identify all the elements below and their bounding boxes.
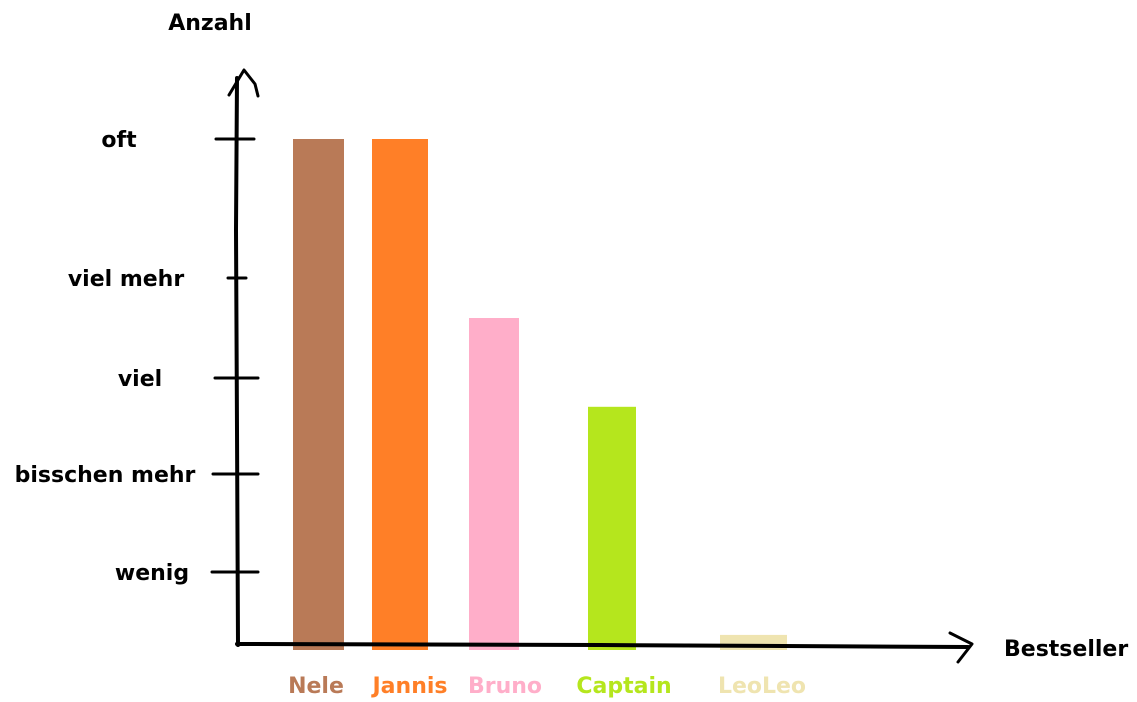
bar-nele [293, 139, 344, 650]
x-category-label: Nele [288, 674, 344, 699]
y-axis-title: Anzahl [168, 11, 252, 36]
ticks-layer: wenig bisschen mehr viel viel mehr oft [15, 128, 260, 586]
y-tick-label: viel mehr [68, 267, 185, 292]
x-category-label: Jannis [371, 674, 448, 699]
x-category-label: LeoLeo [718, 674, 806, 699]
bars-layer [293, 139, 787, 650]
bar-bruno [469, 318, 519, 650]
x-axis-line [235, 642, 970, 649]
y-tick-label: viel [118, 367, 162, 392]
y-tick-label: bisschen mehr [15, 463, 196, 488]
y-tick-label: oft [101, 128, 137, 153]
y-axis-arrow [227, 68, 260, 98]
x-category-label: Bruno [468, 674, 542, 699]
y-tick-label: wenig [115, 561, 189, 586]
bar-jannis [372, 139, 428, 650]
x-category-label: Captain [576, 674, 671, 699]
y-axis-line [233, 76, 240, 647]
bar-captain [588, 406, 636, 650]
x-axis-arrow [948, 631, 974, 664]
x-axis-title: Bestseller [1004, 637, 1128, 662]
